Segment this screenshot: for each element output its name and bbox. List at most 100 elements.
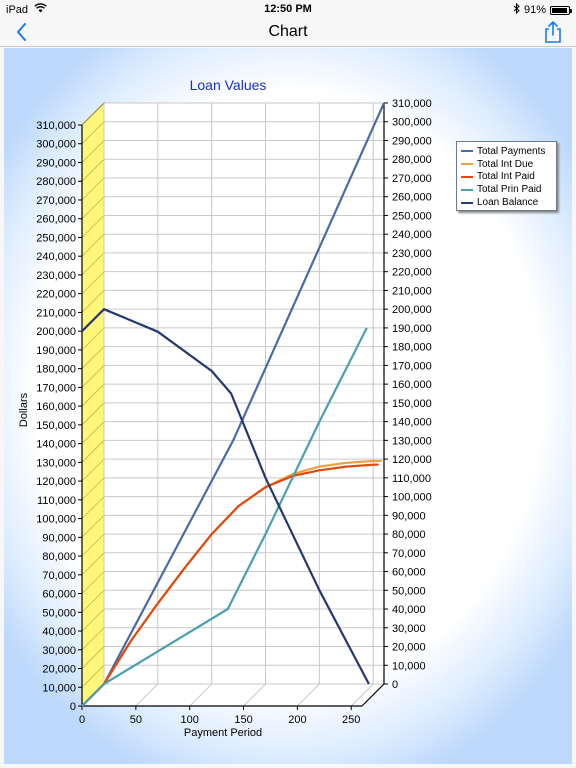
battery-percent: 91%	[523, 4, 546, 16]
right-y-tick-label: 110,000	[392, 473, 431, 485]
legend-item: Total Int Due	[461, 158, 552, 171]
right-y-tick-label: 120,000	[392, 454, 432, 466]
bluetooth-icon	[513, 2, 520, 17]
wall-gridline-y	[81, 383, 105, 407]
y-tick-label: 280,000	[36, 176, 76, 188]
legend-swatch	[461, 201, 473, 204]
right-y-tick-label: 210,000	[392, 285, 432, 297]
y-tick-label: 110,000	[37, 495, 76, 507]
right-y-tick-label: 90,000	[392, 510, 426, 522]
y-tick-label: 220,000	[36, 289, 76, 301]
y-tick-label: 180,000	[36, 364, 76, 376]
right-y-tick-label: 140,000	[392, 417, 432, 429]
right-y-tick-label: 200,000	[392, 304, 432, 316]
right-y-tick-label: 290,000	[392, 135, 432, 147]
right-y-tick-label: 250,000	[392, 210, 432, 222]
series-line-total-int-paid	[81, 463, 379, 707]
right-y-tick-label: 280,000	[392, 154, 432, 166]
wall-gridline-y	[81, 327, 105, 351]
y-tick-label: 120,000	[36, 476, 76, 488]
y-tick-label: 170,000	[36, 382, 76, 394]
legend-item: Total Payments	[461, 145, 552, 158]
y-tick-label: 210,000	[36, 307, 76, 319]
floor-gridline-x	[297, 683, 320, 707]
legend-item: Total Prin Paid	[461, 183, 552, 196]
share-button[interactable]	[542, 20, 564, 44]
right-y-tick-label: 220,000	[392, 267, 432, 279]
y-tick-label: 60,000	[42, 589, 76, 601]
y-tick-label: 290,000	[36, 157, 76, 169]
wall-gridline-y	[81, 252, 105, 276]
wall-gridline-y	[81, 440, 105, 463]
wall-gridline-y	[81, 140, 105, 163]
device-label: iPad	[6, 3, 47, 16]
wall-gridline-y	[81, 421, 105, 444]
y-tick-label: 20,000	[42, 664, 76, 676]
right-y-tick-label: 40,000	[392, 604, 426, 616]
legend-swatch	[461, 188, 473, 191]
right-y-tick-label: 270,000	[392, 173, 432, 185]
chart-area: 0 10,000 20,000 30,000 40,000 50,000 60,000 70,…	[4, 48, 572, 764]
battery-fill	[552, 7, 567, 13]
wall-gridline-y	[81, 290, 105, 313]
device-name: iPad	[6, 4, 29, 16]
y-tick-label: 0	[70, 701, 76, 713]
y-tick-label: 230,000	[36, 270, 76, 282]
back-wall	[103, 102, 385, 685]
floor-edge	[361, 683, 385, 707]
right-y-tick-label: 10,000	[392, 660, 426, 672]
legend-label: Total Int Paid	[477, 171, 535, 183]
wifi-icon	[34, 3, 47, 16]
wall-gridline-y	[81, 496, 105, 519]
right-y-tick-label: 20,000	[392, 642, 426, 654]
legend-label: Total Payments	[477, 145, 546, 157]
x-tick-label: 200	[288, 714, 306, 726]
y-tick-label: 30,000	[42, 645, 76, 657]
wall-gridline-y	[81, 159, 105, 182]
wall-gridline-y	[81, 402, 105, 426]
chart-legend: Total Payments Total Int Due Total Int Pai…	[456, 141, 557, 211]
y-tick-label: 250,000	[36, 232, 76, 244]
page-title: Chart	[268, 23, 308, 40]
right-y-tick-label: 190,000	[392, 323, 432, 335]
right-y-tick-label: 70,000	[392, 548, 426, 560]
series-line-total-prin-paid	[81, 327, 368, 707]
right-y-tick-label: 50,000	[392, 585, 426, 597]
wall-gridline-y	[81, 177, 105, 201]
wall-gridline-y	[81, 458, 105, 482]
wall-gridline-y	[81, 196, 105, 219]
legend-swatch	[461, 175, 473, 178]
x-tick-label: 0	[79, 714, 85, 726]
wall-gridline-y	[81, 571, 105, 594]
wall-gridline-y	[81, 533, 105, 557]
wall-gridline-y	[81, 627, 105, 650]
floor-gridline-x	[189, 683, 212, 707]
right-y-tick-label: 60,000	[392, 567, 426, 579]
y-tick-label: 200,000	[36, 326, 76, 338]
y-tick-label: 50,000	[42, 607, 76, 619]
right-y-tick-label: 130,000	[392, 435, 432, 447]
wall-gridline-y	[81, 365, 105, 388]
legend-swatch	[461, 163, 473, 166]
floor-gridline-x	[350, 683, 374, 707]
x-tick-label: 150	[234, 714, 252, 726]
wall-gridline-y	[81, 102, 105, 126]
y-tick-label: 190,000	[36, 345, 76, 357]
y-tick-label: 140,000	[36, 439, 76, 451]
right-y-tick-label: 180,000	[392, 342, 432, 354]
right-y-tick-label: 310,000	[392, 98, 432, 110]
series-line-loan-balance	[81, 308, 370, 685]
right-y-tick-label: 100,000	[392, 492, 432, 504]
x-tick-label: 250	[342, 714, 360, 726]
legend-label: Loan Balance	[477, 197, 539, 209]
wall-gridline-y	[81, 665, 105, 688]
y-tick-label: 150,000	[36, 420, 76, 432]
y-tick-label: 10,000	[42, 682, 76, 694]
y-tick-label: 90,000	[42, 532, 76, 544]
wall-gridline-y	[81, 346, 105, 369]
y-tick-label: 70,000	[42, 570, 76, 582]
status-bar: iPad 12:50 PM 91%	[0, 0, 576, 18]
back-button[interactable]	[10, 20, 34, 44]
right-y-tick-label: 170,000	[392, 360, 432, 372]
wall-gridline-y	[81, 271, 105, 294]
